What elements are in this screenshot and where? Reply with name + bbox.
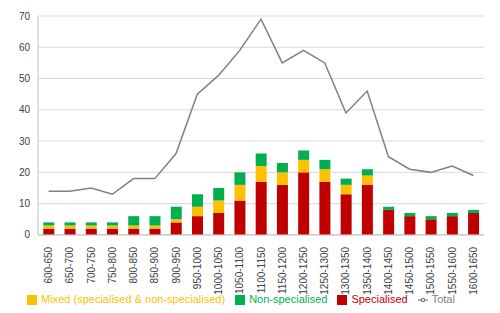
svg-text:40: 40 (19, 104, 31, 115)
svg-text:10: 10 (19, 198, 31, 209)
svg-text:600-650: 600-650 (43, 246, 54, 283)
svg-text:1600-1650: 1600-1650 (468, 246, 479, 294)
svg-text:0: 0 (24, 229, 30, 240)
svg-text:1050-1100: 1050-1100 (234, 246, 245, 294)
svg-text:1550-1600: 1550-1600 (447, 246, 458, 294)
svg-text:1300-1350: 1300-1350 (340, 246, 351, 294)
svg-text:900-950: 900-950 (171, 246, 182, 283)
svg-text:850-900: 850-900 (149, 246, 160, 283)
svg-text:1200-1250: 1200-1250 (298, 246, 309, 294)
svg-text:1400-1450: 1400-1450 (383, 246, 394, 294)
svg-text:1350-1400: 1350-1400 (362, 246, 373, 294)
svg-text:1500-1550: 1500-1550 (425, 246, 436, 294)
svg-text:700-750: 700-750 (86, 246, 97, 283)
svg-text:800-850: 800-850 (128, 246, 139, 283)
svg-text:50: 50 (19, 73, 31, 84)
svg-text:1100-1150: 1100-1150 (256, 246, 267, 293)
svg-text:60: 60 (19, 42, 31, 53)
svg-text:650-700: 650-700 (64, 246, 75, 283)
svg-text:950-1000: 950-1000 (192, 246, 203, 289)
html-text:Total: Total (431, 292, 455, 305)
svg-text:1450-1500: 1450-1500 (404, 246, 415, 294)
html-text:Specialised: Specialised (351, 292, 408, 305)
svg-text:1150-1200: 1150-1200 (277, 246, 288, 294)
svg-text:70: 70 (19, 11, 31, 22)
html-text:Mixed (specialised & non-speci: Mixed (specialised & non-specialised) (41, 292, 226, 305)
svg-text:1000-1050: 1000-1050 (213, 246, 224, 294)
svg-text:1250-1300: 1250-1300 (319, 246, 330, 294)
html-text:Non-specialised: Non-specialised (249, 292, 328, 305)
svg-text:750-800: 750-800 (107, 246, 118, 283)
svg-text:30: 30 (19, 136, 31, 147)
svg-text:20: 20 (19, 167, 31, 178)
